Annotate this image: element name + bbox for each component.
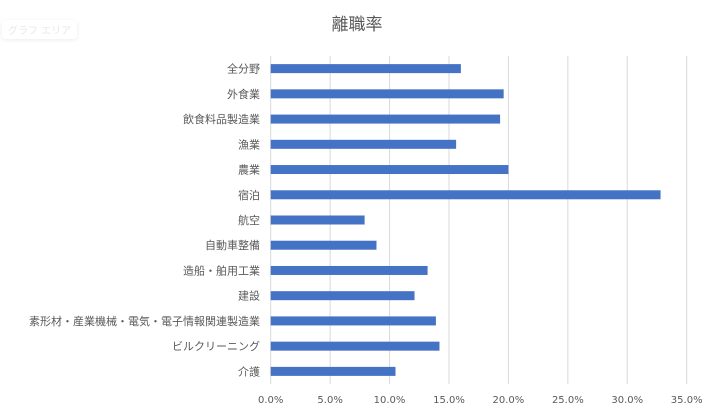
- bar: [270, 215, 365, 225]
- category-label: 漁業: [238, 137, 260, 151]
- bar: [270, 291, 415, 301]
- chart-area-tooltip: グラフ エリア: [2, 20, 78, 39]
- x-tick-label: 20.0%: [493, 395, 525, 406]
- bar: [270, 165, 509, 175]
- bar: [270, 366, 396, 376]
- category-label: 農業: [238, 163, 260, 177]
- category-label: 飲食料品製造業: [183, 112, 260, 126]
- x-tick-label: 10.0%: [374, 395, 406, 406]
- bar: [270, 341, 440, 351]
- x-tick-label: 5.0%: [317, 395, 342, 406]
- x-tick-label: 25.0%: [552, 395, 584, 406]
- x-tick-label: 15.0%: [433, 395, 465, 406]
- category-label: 外食業: [227, 87, 260, 101]
- category-label: 造船・舶用工業: [183, 263, 260, 277]
- category-label: ビルクリーニング: [172, 339, 260, 353]
- category-label: 建設: [238, 289, 260, 303]
- x-tick-label: 30.0%: [611, 395, 643, 406]
- bar: [270, 64, 461, 74]
- bar: [270, 316, 436, 326]
- bar: [270, 265, 428, 275]
- x-tick-label: 0.0%: [258, 395, 283, 406]
- bar: [270, 139, 457, 149]
- bar: [270, 114, 501, 124]
- category-label: 素形材・産業機械・電気・電子情報関連製造業: [29, 314, 260, 328]
- category-label: 航空: [238, 213, 260, 227]
- category-label: 介護: [238, 364, 260, 378]
- bar: [270, 89, 504, 99]
- bar: [270, 190, 661, 200]
- category-label: 全分野: [227, 62, 260, 76]
- x-tick-label: 35.0%: [671, 395, 703, 406]
- category-label: 宿泊: [238, 188, 260, 202]
- chart-title: 離職率: [331, 15, 383, 35]
- bar: [270, 240, 377, 250]
- category-label: 自動車整備: [205, 238, 260, 252]
